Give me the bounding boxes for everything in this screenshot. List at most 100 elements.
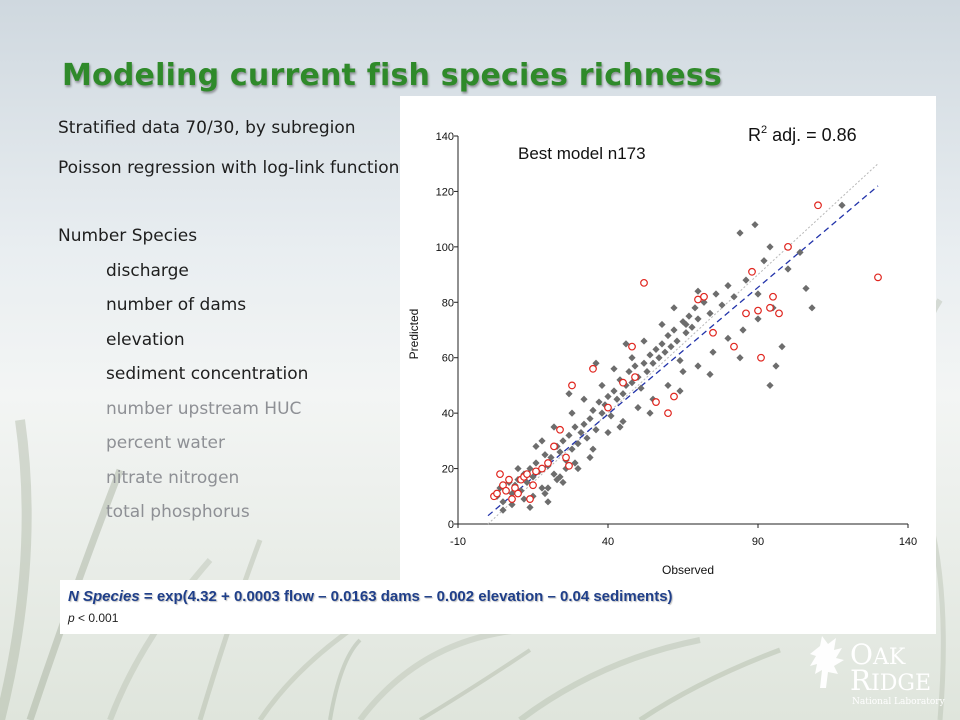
training-point: [559, 478, 567, 487]
training-point: [724, 282, 732, 290]
x-tick-label: 90: [752, 536, 764, 548]
training-point: [772, 362, 780, 370]
training-point: [652, 345, 660, 353]
validation-point: [508, 495, 516, 503]
training-point: [649, 359, 657, 367]
training-point: [613, 395, 621, 403]
training-point: [661, 348, 669, 356]
training-point: [667, 343, 675, 351]
validation-point: [754, 306, 762, 315]
training-point: [598, 409, 606, 417]
training-point: [604, 392, 612, 401]
training-point: [700, 298, 708, 306]
training-point: [676, 356, 684, 365]
y-tick-label: 0: [448, 519, 454, 531]
training-point: [538, 437, 546, 445]
validation-point: [709, 328, 717, 337]
training-point: [691, 304, 699, 312]
scatter-chart: 0 20 40 60 80 100 120 140 -10 40 90 140 Best model …: [407, 124, 917, 577]
validation-point: [757, 353, 765, 362]
training-point: [640, 359, 648, 367]
training-point: [547, 453, 555, 462]
training-point: [589, 445, 597, 453]
training-point: [544, 498, 552, 506]
validation-point: [526, 495, 534, 503]
training-point: [628, 379, 636, 387]
training-point: [619, 390, 627, 398]
oak-leaf-icon: [810, 636, 844, 688]
bullet-item: Stratified data 70/30, by subregion: [58, 118, 356, 138]
training-point: [541, 451, 549, 459]
training-point: [754, 315, 762, 323]
validation-point: [769, 292, 777, 301]
validation-point: [631, 373, 639, 382]
training-point: [658, 320, 666, 329]
training-point: [556, 448, 564, 456]
training-point: [574, 440, 582, 448]
training-point: [568, 445, 576, 453]
training-point: [574, 464, 582, 473]
validation-point: [874, 273, 882, 282]
validation-point: [700, 292, 708, 301]
validation-point: [556, 425, 564, 434]
y-axis-label: Predicted: [407, 309, 421, 360]
training-point: [526, 503, 534, 511]
training-point: [550, 470, 558, 478]
validation-point: [589, 364, 597, 373]
bullet-item: nitrate nitrogen: [106, 468, 240, 488]
svg-text:OAK: OAK: [850, 638, 906, 671]
training-point: [670, 326, 678, 334]
training-point: [577, 428, 585, 437]
training-point: [736, 354, 744, 362]
validation-point: [565, 461, 573, 470]
training-point: [718, 301, 726, 309]
validation-point: [640, 278, 648, 287]
training-point: [532, 442, 540, 450]
validation-point: [814, 201, 822, 210]
validation-point: [664, 409, 672, 418]
training-point: [643, 367, 651, 376]
validation-point: [562, 453, 570, 462]
training-point: [754, 290, 762, 298]
one-to-one-line: [487, 163, 879, 525]
validation-point: [568, 381, 576, 390]
y-tick-label: 120: [436, 186, 454, 198]
training-point: [580, 420, 588, 428]
training-point: [676, 387, 684, 395]
chart-panel: 0 20 40 60 80 100 120 140 -10 40 90 140 Best model …: [400, 96, 936, 580]
bullet-item: percent water: [106, 433, 225, 453]
validation-point: [775, 309, 783, 318]
p-value: p < 0.001: [68, 611, 119, 625]
y-tick-label: 20: [442, 464, 454, 476]
logo-line-3: National Laboratory: [852, 697, 946, 707]
training-point: [640, 337, 648, 345]
training-point: [766, 243, 774, 251]
validation-point: [502, 486, 510, 495]
validation-point: [514, 489, 522, 498]
training-point: [688, 323, 696, 331]
training-point: [784, 265, 792, 273]
training-point: [682, 329, 690, 337]
chart-title: Best model n173: [518, 144, 646, 163]
training-point: [658, 340, 666, 348]
training-point: [742, 276, 750, 284]
training-point: [568, 409, 576, 417]
bullet-item: number of dams: [106, 295, 247, 315]
training-point: [586, 415, 594, 423]
training-point: [559, 437, 567, 445]
training-point: [739, 326, 747, 334]
y-tick-label: 40: [442, 408, 454, 420]
training-point: [565, 431, 573, 439]
training-point: [520, 495, 528, 503]
training-point: [694, 287, 702, 295]
training-point: [709, 348, 717, 356]
training-point: [655, 354, 663, 362]
validation-point: [730, 342, 738, 351]
equation-lhs: N Species: [68, 588, 140, 605]
training-point: [571, 459, 579, 467]
training-point: [625, 367, 633, 376]
training-point: [778, 343, 786, 351]
training-point: [583, 434, 591, 442]
bullet-item: discharge: [106, 261, 189, 281]
training-point: [646, 409, 654, 417]
